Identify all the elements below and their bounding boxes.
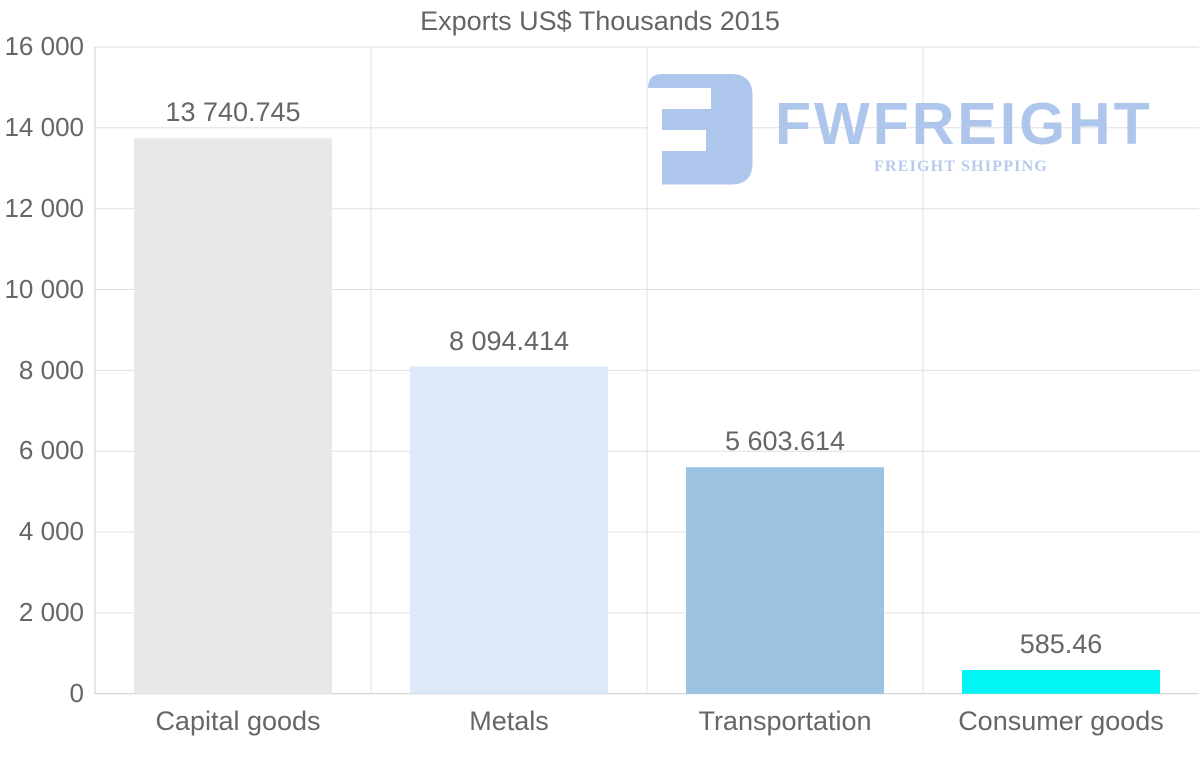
svg-text:4 000: 4 000 (19, 516, 84, 546)
svg-text:FREIGHT SHIPPING: FREIGHT SHIPPING (874, 158, 1048, 175)
svg-text:Metals: Metals (469, 706, 549, 736)
svg-text:Consumer goods: Consumer goods (958, 706, 1164, 736)
svg-text:6 000: 6 000 (19, 435, 84, 465)
svg-text:5 603.614: 5 603.614 (725, 426, 845, 456)
svg-text:10 000: 10 000 (4, 274, 84, 304)
svg-text:14 000: 14 000 (4, 112, 84, 142)
svg-text:0: 0 (70, 678, 84, 708)
svg-text:Capital goods: Capital goods (155, 706, 320, 736)
svg-text:8 000: 8 000 (19, 355, 84, 385)
svg-text:12 000: 12 000 (4, 193, 84, 223)
svg-text:13 740.745: 13 740.745 (165, 97, 300, 127)
svg-text:585.46: 585.46 (1020, 629, 1103, 659)
svg-text:Transportation: Transportation (698, 706, 871, 736)
svg-text:8 094.414: 8 094.414 (449, 326, 569, 356)
svg-text:2 000: 2 000 (19, 597, 84, 627)
svg-text:FWFREIGHT: FWFREIGHT (775, 91, 1153, 157)
